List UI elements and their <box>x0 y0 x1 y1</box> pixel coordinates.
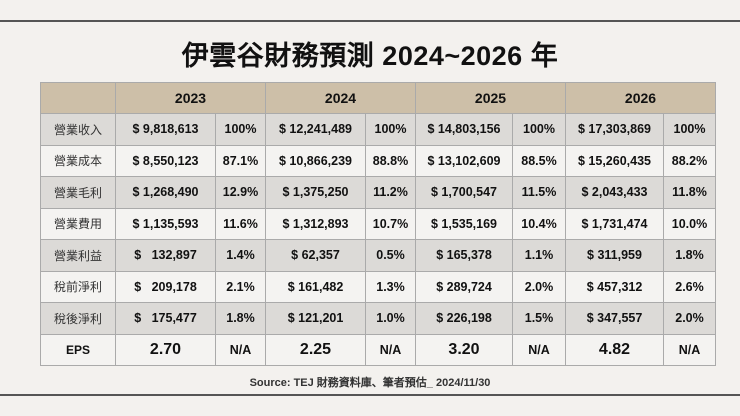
header-year: 2024 <box>265 82 416 114</box>
percent-cell: 11.8% <box>663 176 716 209</box>
value-cell: $ 289,724 <box>415 270 513 303</box>
percent-cell: N/A <box>512 333 566 366</box>
financial-forecast-table: 2023 2024 2025 2026 營業收入 $ 9,818,613 100% $… <box>40 82 716 366</box>
row-label: 營業費用 <box>40 207 116 240</box>
percent-cell: 100% <box>365 113 416 146</box>
value-cell: 2.25 <box>265 333 366 366</box>
percent-cell: 1.4% <box>215 239 266 272</box>
percent-cell: 1.8% <box>215 302 266 335</box>
percent-cell: 11.2% <box>365 176 416 209</box>
table-row: 稅後淨利 $ 175,477 1.8% $ 121,201 1.0% $ 226,198 1… <box>40 302 716 335</box>
percent-cell: 2.6% <box>663 270 716 303</box>
value-cell: $ 9,818,613 <box>115 113 216 146</box>
table-row: 稅前淨利 $ 209,178 2.1% $ 161,482 1.3% $ 289,724 2… <box>40 270 716 303</box>
percent-cell: 11.5% <box>512 176 566 209</box>
table-row: 營業利益 $ 132,897 1.4% $ 62,357 0.5% $ 165,378 1.… <box>40 239 716 272</box>
table-row: 營業成本 $ 8,550,123 87.1% $ 10,866,239 88.8% $ 1… <box>40 144 716 177</box>
header-corner <box>40 82 116 114</box>
percent-cell: 2.0% <box>663 302 716 335</box>
percent-cell: 87.1% <box>215 144 266 177</box>
value-cell: $ 62,357 <box>265 239 366 272</box>
header-row: 2023 2024 2025 2026 <box>40 82 716 114</box>
value-cell: $ 10,866,239 <box>265 144 366 177</box>
value-cell: $ 12,241,489 <box>265 113 366 146</box>
percent-cell: N/A <box>215 333 266 366</box>
value-cell: $ 347,557 <box>565 302 664 335</box>
value-cell: $ 1,731,474 <box>565 207 664 240</box>
bottom-divider <box>0 394 740 396</box>
row-label: 營業收入 <box>40 113 116 146</box>
table-row: 營業收入 $ 9,818,613 100% $ 12,241,489 100% $ 14,… <box>40 113 716 146</box>
row-label: 營業成本 <box>40 144 116 177</box>
percent-cell: 88.2% <box>663 144 716 177</box>
percent-cell: 10.0% <box>663 207 716 240</box>
value-cell: $ 1,375,250 <box>265 176 366 209</box>
row-label: 稅前淨利 <box>40 270 116 303</box>
table-row: 營業費用 $ 1,135,593 11.6% $ 1,312,893 10.7% $ 1,… <box>40 207 716 240</box>
source-note: Source: TEJ 財務資料庫、筆者預估_ 2024/11/30 <box>249 377 491 389</box>
percent-cell: 2.0% <box>512 270 566 303</box>
value-cell: $ 13,102,609 <box>415 144 513 177</box>
row-label: 稅後淨利 <box>40 302 116 335</box>
value-cell: $ 1,268,490 <box>115 176 216 209</box>
percent-cell: 1.0% <box>365 302 416 335</box>
value-cell: 2.70 <box>115 333 216 366</box>
percent-cell: N/A <box>663 333 716 366</box>
percent-cell: 1.8% <box>663 239 716 272</box>
percent-cell: 100% <box>512 113 566 146</box>
percent-cell: 10.7% <box>365 207 416 240</box>
percent-cell: 12.9% <box>215 176 266 209</box>
percent-cell: 88.5% <box>512 144 566 177</box>
value-cell: $ 8,550,123 <box>115 144 216 177</box>
value-cell: $ 15,260,435 <box>565 144 664 177</box>
percent-cell: 1.1% <box>512 239 566 272</box>
percent-cell: 10.4% <box>512 207 566 240</box>
value-cell: $ 121,201 <box>265 302 366 335</box>
percent-cell: 1.3% <box>365 270 416 303</box>
percent-cell: 2.1% <box>215 270 266 303</box>
percent-cell: 100% <box>215 113 266 146</box>
header-year: 2023 <box>115 82 266 114</box>
table-row: 營業毛利 $ 1,268,490 12.9% $ 1,375,250 11.2% $ 1,… <box>40 176 716 209</box>
percent-cell: 11.6% <box>215 207 266 240</box>
header-year: 2026 <box>565 82 716 114</box>
value-cell: $ 161,482 <box>265 270 366 303</box>
percent-cell: 88.8% <box>365 144 416 177</box>
value-cell: $ 1,535,169 <box>415 207 513 240</box>
value-cell: $ 175,477 <box>115 302 216 335</box>
value-cell: $ 132,897 <box>115 239 216 272</box>
value-cell: $ 1,700,547 <box>415 176 513 209</box>
value-cell: $ 17,303,869 <box>565 113 664 146</box>
top-divider <box>0 20 740 22</box>
value-cell: 3.20 <box>415 333 513 366</box>
value-cell: $ 2,043,433 <box>565 176 664 209</box>
value-cell: $ 165,378 <box>415 239 513 272</box>
percent-cell: N/A <box>365 333 416 366</box>
value-cell: 4.82 <box>565 333 664 366</box>
value-cell: $ 209,178 <box>115 270 216 303</box>
row-label: 營業利益 <box>40 239 116 272</box>
row-label: 營業毛利 <box>40 176 116 209</box>
header-year: 2025 <box>415 82 566 114</box>
percent-cell: 0.5% <box>365 239 416 272</box>
value-cell: $ 1,135,593 <box>115 207 216 240</box>
value-cell: $ 226,198 <box>415 302 513 335</box>
value-cell: $ 457,312 <box>565 270 664 303</box>
percent-cell: 1.5% <box>512 302 566 335</box>
table-row: EPS 2.70 N/A 2.25 N/A 3.20 N/A 4.82 N/A <box>40 333 716 366</box>
percent-cell: 100% <box>663 113 716 146</box>
row-label: EPS <box>40 333 116 366</box>
value-cell: $ 1,312,893 <box>265 207 366 240</box>
value-cell: $ 311,959 <box>565 239 664 272</box>
page-title: 伊雲谷財務預測 2024~2026 年 <box>181 41 559 71</box>
value-cell: $ 14,803,156 <box>415 113 513 146</box>
